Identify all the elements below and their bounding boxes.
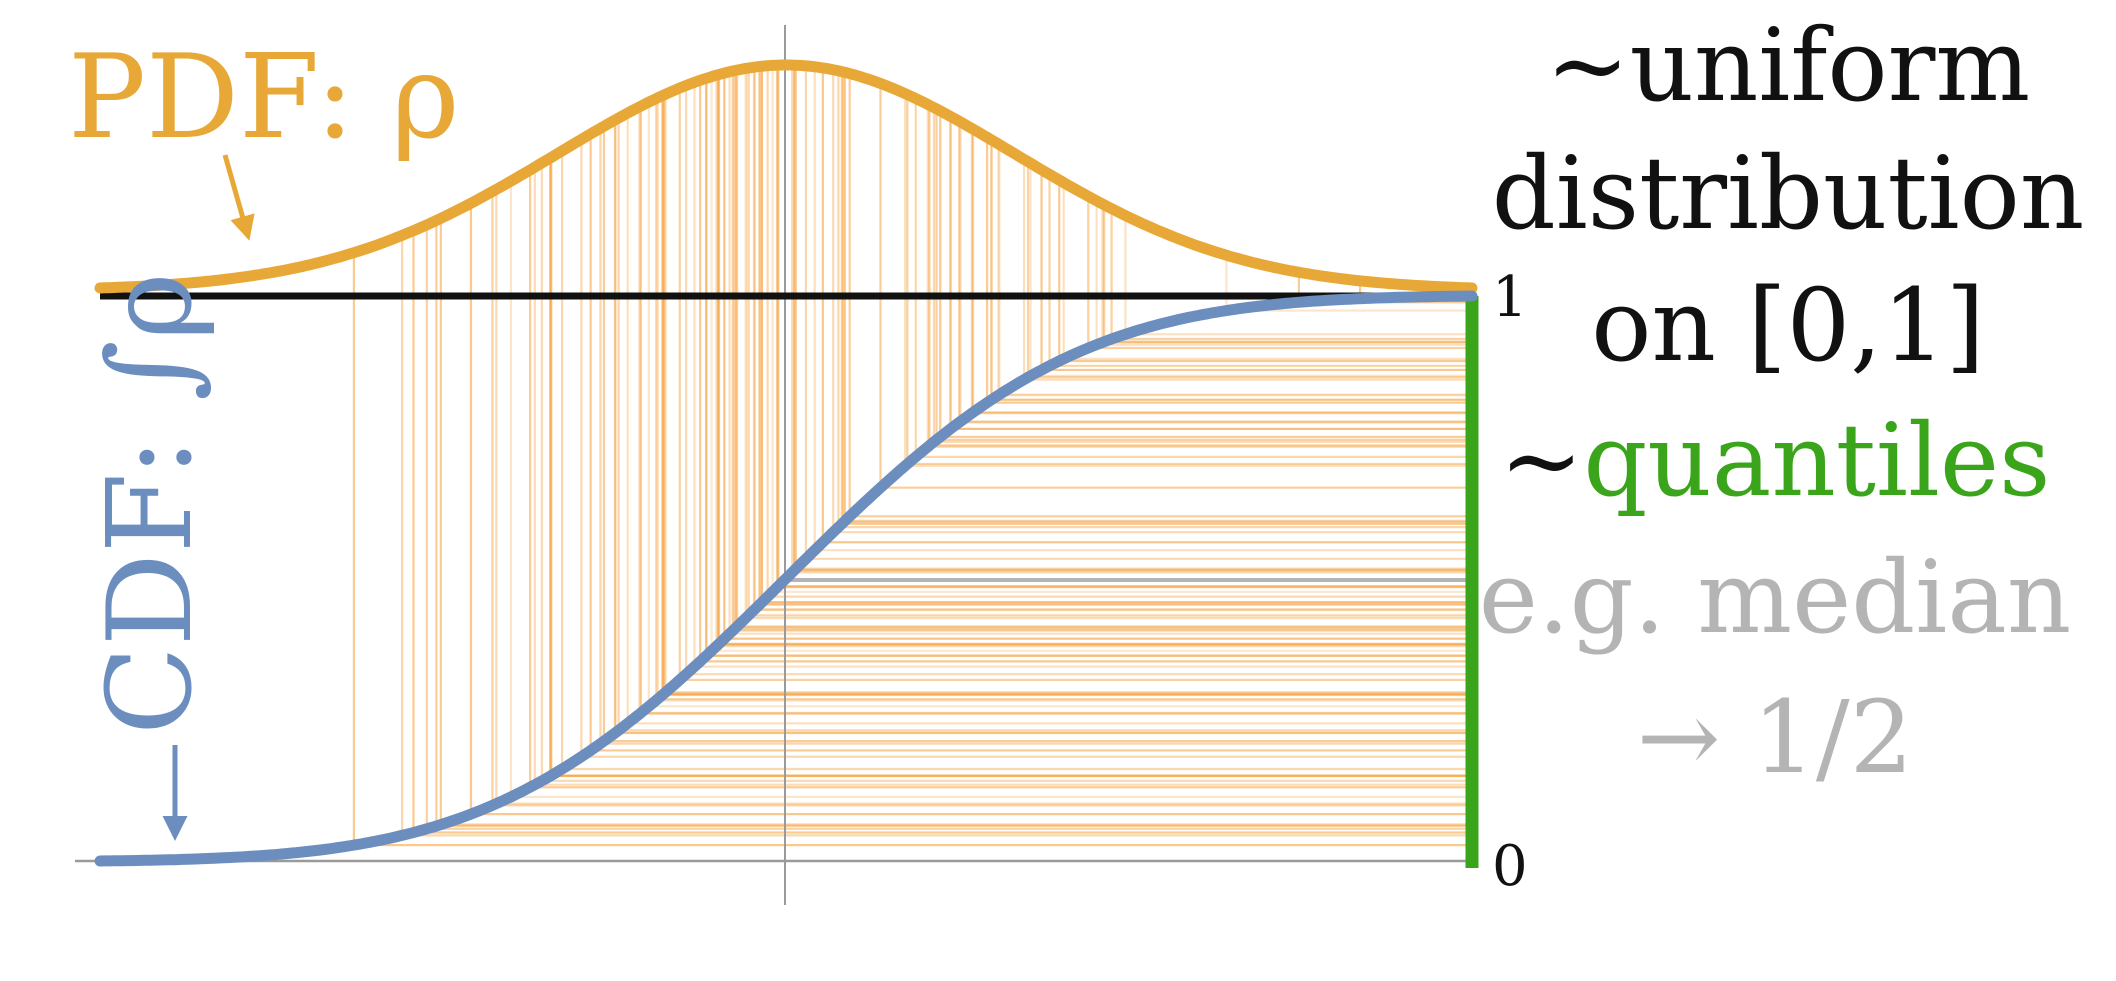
- pdf-label: PDF: ρ: [68, 30, 460, 165]
- quantiles-word: quantiles: [1583, 402, 2050, 519]
- pdf-curve: [94, 59, 1478, 294]
- uniform-label-line3: on [0,1]: [1591, 267, 1984, 384]
- quantiles-tilde: ~: [1500, 402, 1584, 519]
- pdf-arrow: [222, 154, 255, 241]
- cdf-curve: [94, 290, 1478, 867]
- sample-lines: [352, 65, 1470, 847]
- quantiles-label: ~quantiles: [1500, 402, 2051, 519]
- median-label-line2: → 1/2: [1637, 679, 1914, 796]
- uniform-label-line1: ~uniform: [1546, 7, 2030, 124]
- tick-zero-label: 0: [1492, 834, 1528, 899]
- median-label-line1: e.g. median: [1479, 539, 2072, 656]
- uniform-label-line2: distribution: [1492, 135, 2084, 252]
- tick-one-label: 1: [1492, 265, 1528, 330]
- cdf-label: CDF: ∫ρ: [83, 272, 218, 735]
